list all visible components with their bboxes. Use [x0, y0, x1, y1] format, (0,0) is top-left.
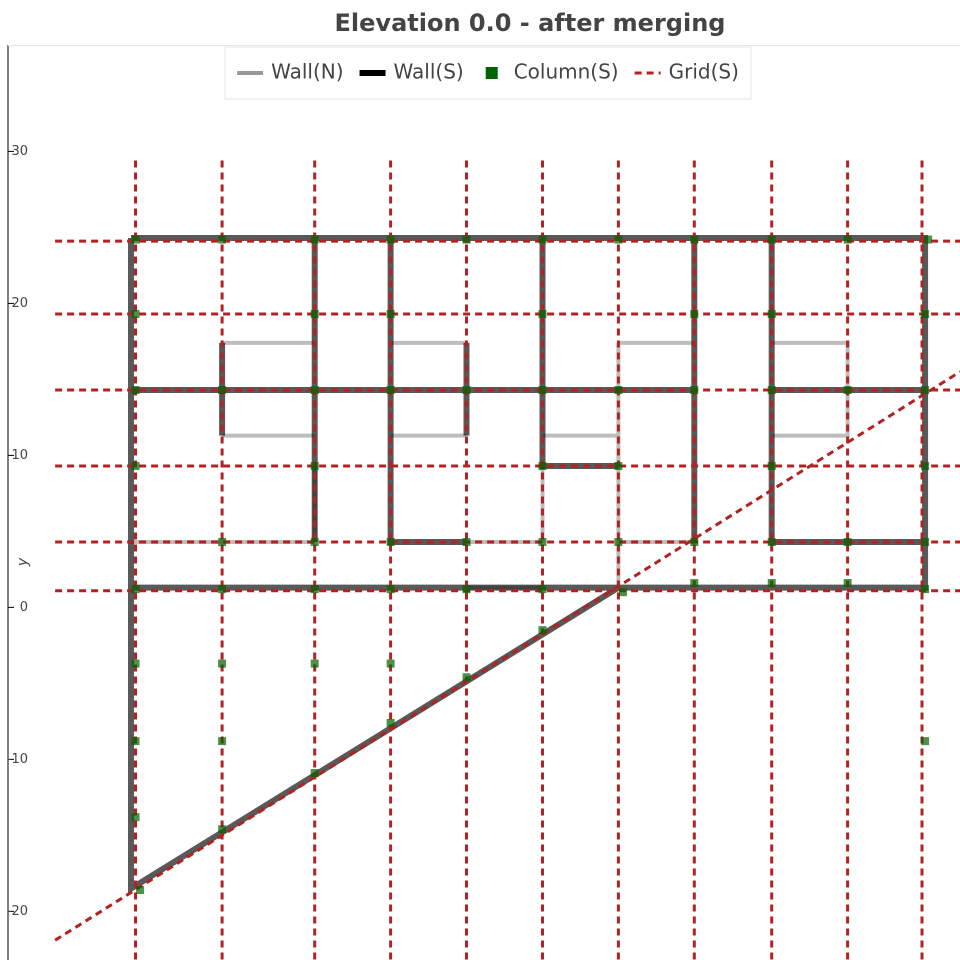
column-marker	[921, 585, 930, 594]
y-axis-label: y	[15, 557, 31, 567]
column-marker	[767, 579, 776, 588]
column-marker	[310, 235, 319, 244]
column-marker	[843, 386, 852, 395]
column-marker	[921, 310, 930, 319]
column-marker	[386, 235, 395, 244]
column-marker	[386, 718, 395, 727]
column-marker	[614, 538, 623, 547]
column-marker	[310, 585, 319, 594]
y-tick-label: 20	[11, 296, 28, 311]
column-marker	[462, 585, 471, 594]
column-marker	[310, 769, 319, 778]
column-marker	[614, 235, 623, 244]
y-tick-label: 0	[20, 600, 28, 615]
column-marker	[386, 585, 395, 594]
column-marker	[538, 538, 547, 547]
column-marker	[131, 585, 140, 594]
column-marker	[614, 386, 623, 395]
legend-label: Column(S)	[514, 60, 619, 84]
column-marker	[218, 386, 227, 395]
column-marker	[218, 538, 227, 547]
column-marker	[131, 813, 140, 822]
column-marker	[131, 462, 140, 471]
legend-item: Wall(N)	[237, 60, 344, 84]
column-marker	[218, 585, 227, 594]
column-marker	[386, 538, 395, 547]
column-marker	[462, 538, 471, 547]
column-marker	[538, 585, 547, 594]
column-marker	[538, 235, 547, 244]
column-marker	[767, 538, 776, 547]
column-marker	[690, 538, 699, 547]
column-marker	[690, 386, 699, 395]
column-marker	[614, 462, 623, 471]
column-marker	[843, 538, 852, 547]
column-marker	[462, 386, 471, 395]
column-marker	[462, 235, 471, 244]
legend-item: Grid(S)	[634, 60, 739, 84]
column-marker	[843, 579, 852, 588]
column-marker	[921, 538, 930, 547]
column-marker	[690, 579, 699, 588]
column-marker	[310, 310, 319, 319]
column-marker	[386, 386, 395, 395]
column-marker	[310, 462, 319, 471]
column-marker	[131, 310, 140, 319]
column-marker	[131, 235, 140, 244]
column-marker	[218, 659, 227, 668]
legend-label: Grid(S)	[669, 60, 739, 84]
legend-glyph	[485, 67, 498, 79]
column-marker	[538, 310, 547, 319]
column-marker	[767, 462, 776, 471]
column-marker	[136, 886, 145, 895]
column-marker	[218, 825, 227, 834]
column-marker	[386, 659, 395, 668]
column-marker	[767, 235, 776, 244]
column-marker	[131, 659, 140, 668]
column-marker	[843, 235, 852, 244]
legend-label: Wall(N)	[271, 60, 343, 84]
column-marker	[218, 235, 227, 244]
column-marker	[924, 235, 933, 244]
column-marker	[767, 386, 776, 395]
series-line	[54, 160, 960, 960]
legend-item: Column(S)	[485, 60, 619, 84]
y-tick-label: 30	[11, 144, 28, 159]
column-marker	[921, 386, 930, 395]
column-marker	[310, 386, 319, 395]
column-marker	[690, 235, 699, 244]
y-tick-label: 10	[11, 448, 28, 463]
column-marker	[131, 737, 140, 746]
column-marker	[538, 462, 547, 471]
y-tick-label: -20	[7, 904, 28, 919]
column-marker	[218, 737, 227, 746]
chart-title: Elevation 0.0 - after merging	[335, 9, 726, 37]
plot-area	[54, 160, 960, 960]
series-line	[128, 235, 929, 894]
column-marker	[310, 538, 319, 547]
column-marker	[310, 659, 319, 668]
column-marker	[538, 626, 547, 635]
legend: Wall(N) Wall(S) Column(S) Grid(S)	[224, 46, 752, 100]
column-marker	[618, 588, 627, 597]
column-marker	[131, 386, 140, 395]
legend-label: Wall(S)	[394, 60, 464, 84]
column-marker	[538, 386, 547, 395]
column-marker	[921, 462, 930, 471]
column-marker	[921, 737, 930, 746]
legend-item: Wall(S)	[359, 60, 464, 84]
column-marker	[690, 310, 699, 319]
column-marker	[767, 310, 776, 319]
column-marker	[386, 310, 395, 319]
y-tick-label: -10	[7, 752, 28, 767]
column-marker	[462, 673, 471, 682]
